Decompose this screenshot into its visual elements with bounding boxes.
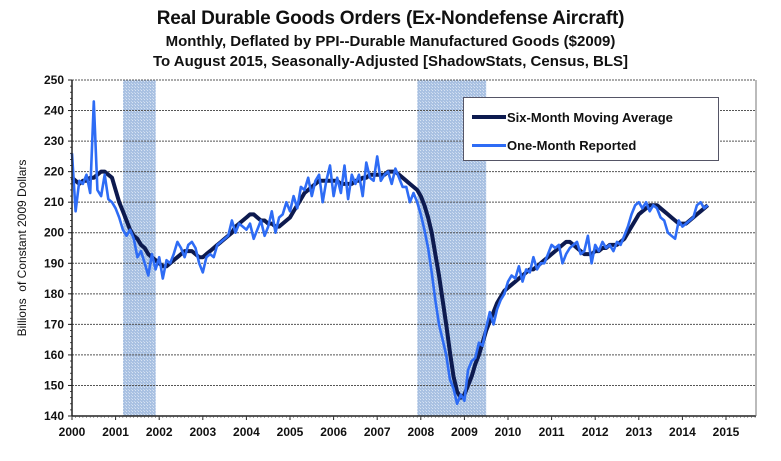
y-tick-label: 180 <box>44 287 64 301</box>
y-tick-label: 170 <box>44 317 64 331</box>
x-tick-label: 2002 <box>146 425 173 439</box>
y-tick-label: 210 <box>44 195 64 209</box>
y-tick-label: 160 <box>44 348 64 362</box>
axes <box>68 79 757 420</box>
gridlines <box>72 79 756 386</box>
y-tick-label: 230 <box>44 134 64 148</box>
legend-item-six-month: Six-Month Moving Average <box>472 107 673 127</box>
legend-label-one-month: One-Month Reported <box>507 137 637 153</box>
chart-subtitle-2: To August 2015, Seasonally-Adjusted [Sha… <box>152 53 629 70</box>
y-tick-label: 150 <box>44 378 64 392</box>
x-tick-label: 2004 <box>233 425 260 439</box>
x-tick-label: 2009 <box>451 425 478 439</box>
chart-subtitle: Monthly, Deflated by PPI--Durable Manufa… <box>165 33 616 50</box>
x-tick-label: 2003 <box>189 425 216 439</box>
x-tick-label: 2000 <box>59 425 86 439</box>
recession-band <box>123 80 156 416</box>
x-tick-label: 2012 <box>582 425 609 439</box>
x-tick-label: 2007 <box>364 425 391 439</box>
legend: Six-Month Moving Average One-Month Repor… <box>463 97 719 161</box>
x-tick-label: 2011 <box>539 425 565 439</box>
series-six-month-line <box>70 169 710 400</box>
x-tick-label: 2015 <box>713 425 740 439</box>
y-tick-label: 220 <box>44 165 64 179</box>
y-tick-label: 140 <box>44 409 64 423</box>
y-tick-label: 250 <box>44 73 64 87</box>
y-tick-labels: 140 150 160 170 180 190 200 210 220 230 240 250 <box>44 73 64 423</box>
x-tick-label: 2013 <box>625 425 652 439</box>
series-one-month-line <box>70 100 709 406</box>
x-tick-label: 2010 <box>495 425 522 439</box>
y-tick-label: 240 <box>44 104 64 118</box>
chart-title: Real Durable Goods Orders (Ex-Nondefense… <box>156 8 625 29</box>
series-layer <box>70 100 710 406</box>
y-tick-label: 190 <box>44 256 64 270</box>
x-tick-label: 2006 <box>320 425 347 439</box>
x-tick-label: 2008 <box>407 425 434 439</box>
legend-swatch-six-month <box>472 115 506 119</box>
legend-label-six-month: Six-Month Moving Average <box>507 109 673 125</box>
x-tick-label: 2014 <box>669 425 696 439</box>
x-tick-label: 2001 <box>102 425 129 439</box>
x-tick-label: 2005 <box>277 425 304 439</box>
recession-shading-layer <box>123 80 487 416</box>
legend-item-one-month: One-Month Reported <box>472 135 636 155</box>
y-tick-label: 200 <box>44 226 64 240</box>
y-axis-label: Billions of Constant 2009 Dollars <box>15 160 29 337</box>
legend-swatch-one-month <box>472 143 506 147</box>
x-tick-labels: 2000 2001 2002 2003 2004 2005 2006 2007 2008 2009… <box>59 425 740 439</box>
